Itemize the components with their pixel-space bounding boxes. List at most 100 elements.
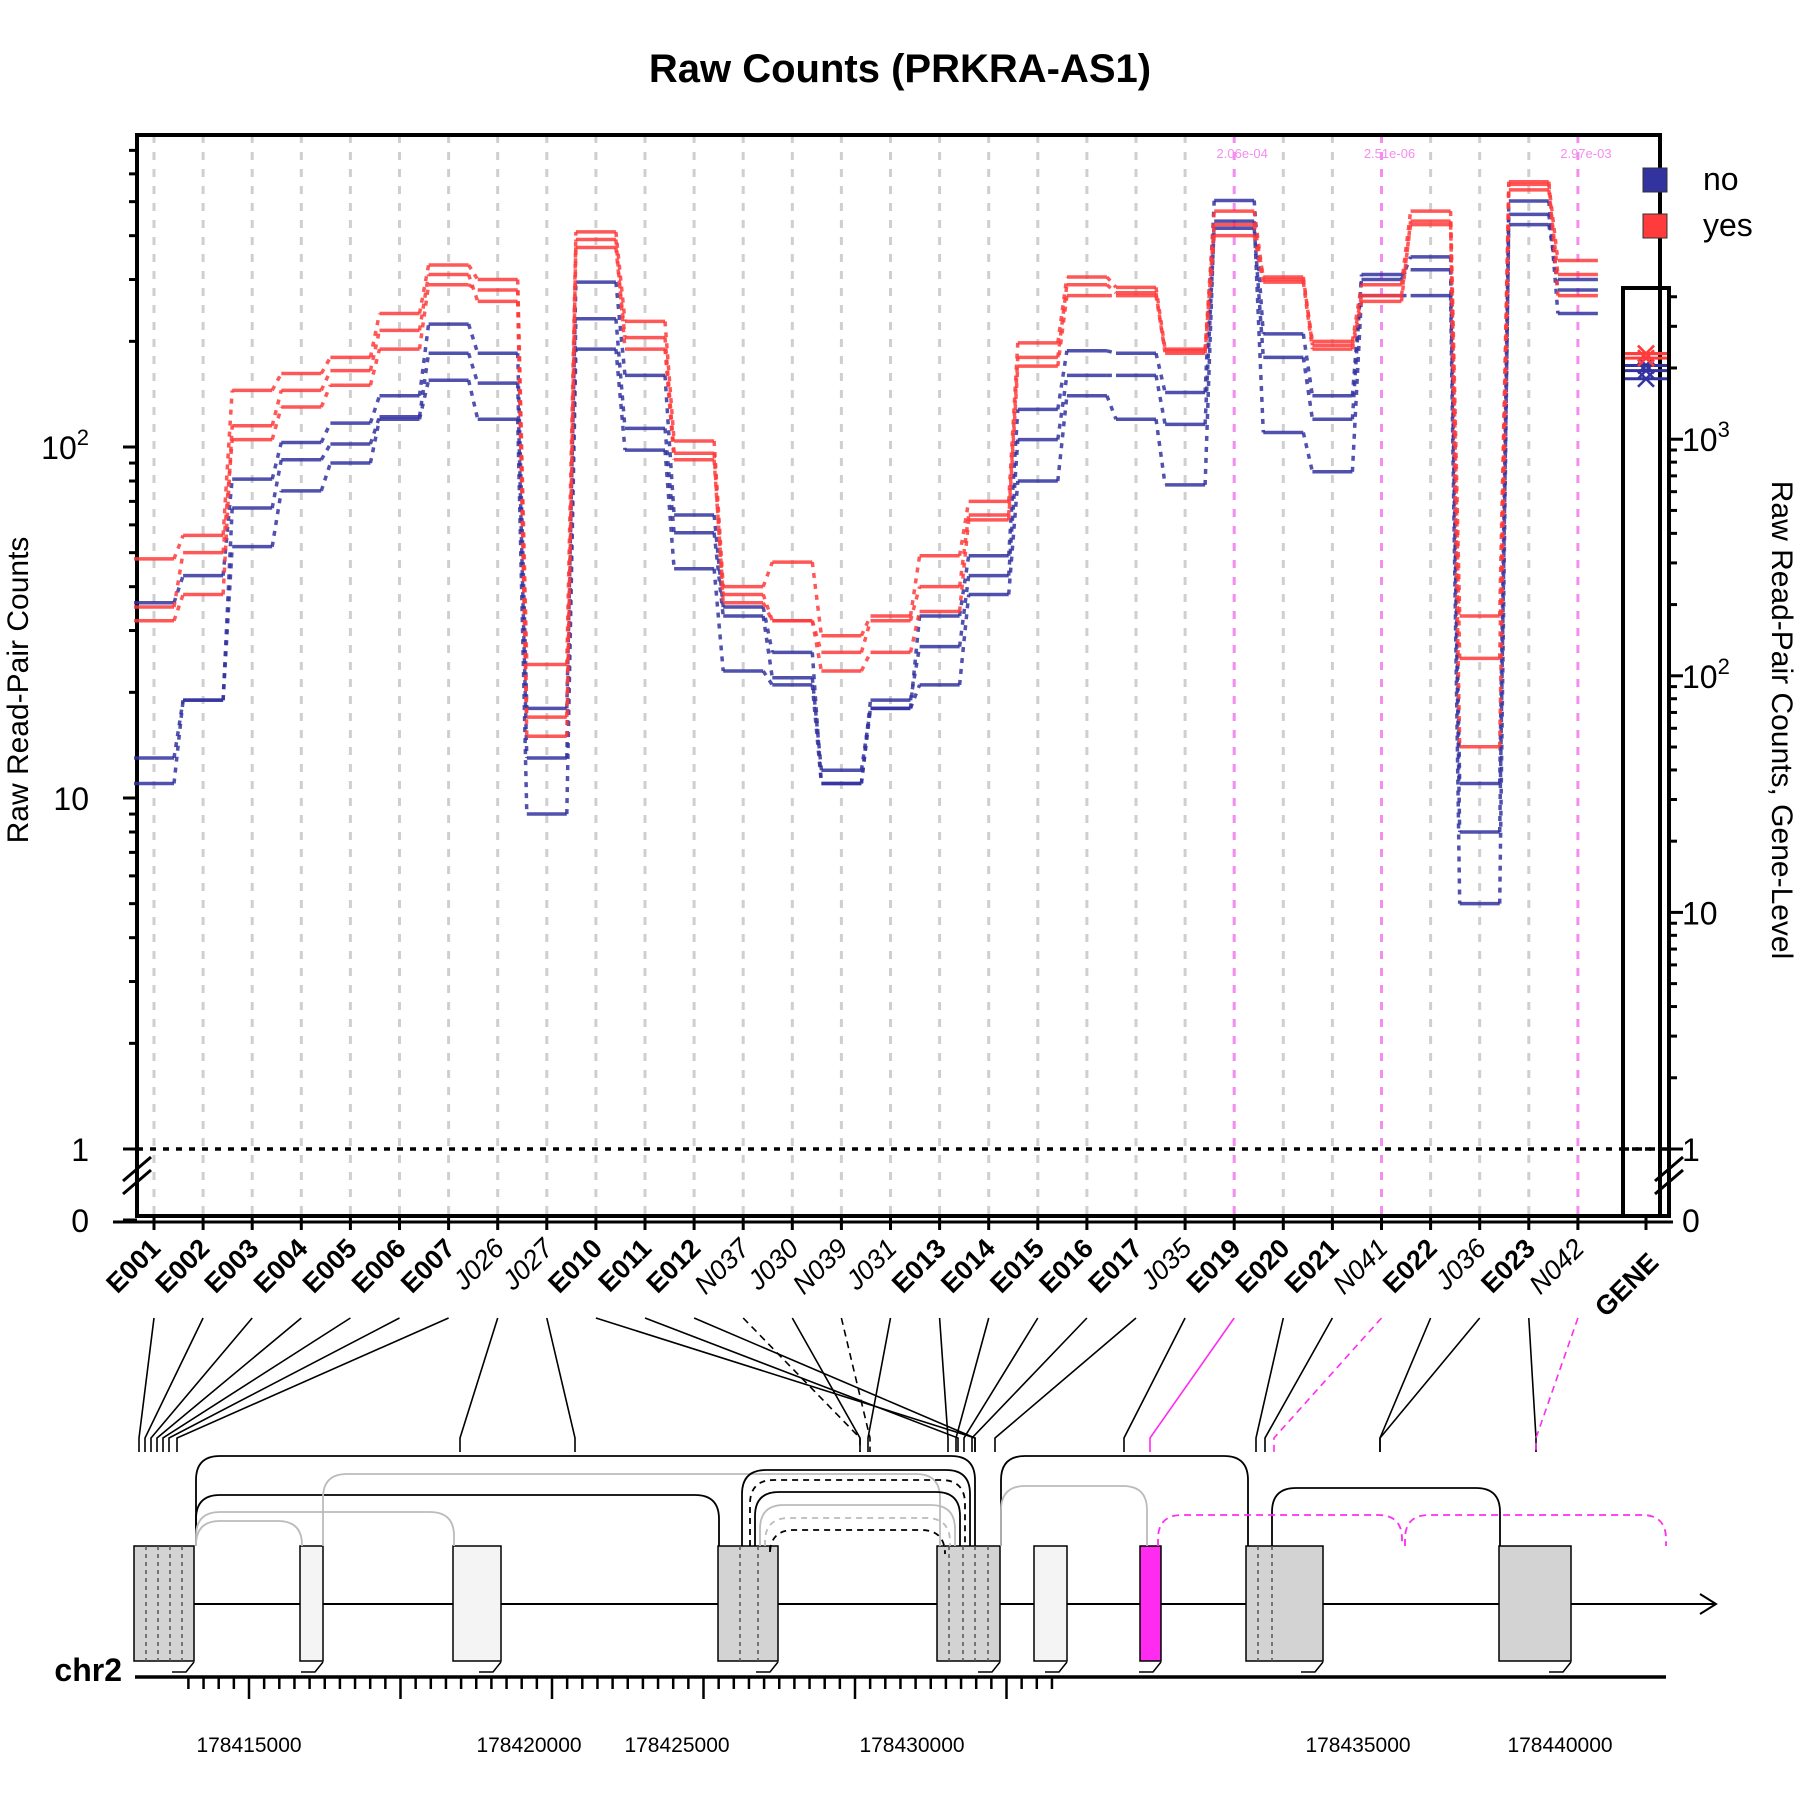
y-axis-label-right: Raw Read-Pair Counts, Gene-Level — [1765, 481, 1798, 960]
series-yes-5 — [134, 179, 1598, 749]
genomic-tick-label: 178440000 — [1507, 1734, 1612, 1757]
exon-corner-mark — [1045, 1661, 1068, 1673]
x-label-e004: E004 — [248, 1233, 314, 1299]
series-yes-4 — [134, 188, 1598, 719]
junction-arc-13 — [1000, 1485, 1148, 1546]
junction-arc-1 — [195, 1455, 976, 1546]
genomic-tick-label: 178425000 — [624, 1734, 729, 1757]
feature-link-e002 — [144, 1317, 204, 1452]
gene-label: GENE — [1589, 1247, 1664, 1322]
junction-arc-11 — [769, 1529, 946, 1555]
chart-title: Raw Counts (PRKRA-AS1) — [649, 47, 1151, 91]
y-tick-label: 0 — [71, 1203, 89, 1239]
x-label-e020: E020 — [1230, 1233, 1296, 1299]
feature-link-e013 — [938, 1317, 949, 1452]
junction-arc-5 — [322, 1473, 941, 1546]
chromosome-label: chr2 — [54, 1652, 122, 1688]
x-label-e012: E012 — [641, 1233, 707, 1299]
feature-link-e005 — [162, 1317, 351, 1452]
x-label-e007: E007 — [395, 1233, 461, 1299]
connector-yes — [172, 181, 1560, 747]
genomic-tick-label: 178420000 — [476, 1734, 581, 1757]
x-label-n039: N039 — [787, 1233, 854, 1300]
x-label-e010: E010 — [542, 1233, 608, 1299]
connector-no — [172, 214, 1560, 904]
junction-arc-8 — [754, 1491, 961, 1546]
feature-link-j031 — [867, 1317, 892, 1452]
pvalue-label-n041: 2.51e-06 — [1364, 146, 1415, 161]
gene-level-marker — [1637, 369, 1655, 388]
y-right-tick-label: 1 — [1682, 1132, 1700, 1168]
legend: no yes — [1642, 161, 1753, 243]
legend-label-yes: yes — [1703, 207, 1753, 243]
exon-block-6 — [1033, 1545, 1068, 1662]
x-label-e005: E005 — [297, 1233, 363, 1299]
series-layer — [134, 179, 1598, 906]
feature-link-e023 — [1528, 1317, 1537, 1452]
connector-no — [172, 224, 1560, 833]
x-label-e023: E023 — [1475, 1233, 1541, 1299]
junction-arc-6 — [741, 1469, 971, 1546]
feature-link-e021 — [1264, 1317, 1334, 1452]
x-label-j026: J026 — [447, 1232, 511, 1296]
strand-arrow-icon — [1699, 1593, 1718, 1615]
exon-corner-mark — [1139, 1661, 1162, 1673]
y-tick-label: 10 — [53, 781, 89, 817]
x-label-e001: E001 — [100, 1233, 166, 1299]
feature-link-j030 — [791, 1317, 861, 1452]
axis-break-left — [122, 1155, 152, 1196]
series-no-1 — [134, 212, 1598, 906]
exon-corner-mark — [978, 1661, 1001, 1673]
x-label-e017: E017 — [1082, 1233, 1148, 1299]
junction-arc-14 — [1271, 1487, 1501, 1546]
y-right-tick-label: 10 — [1682, 895, 1718, 931]
series-no-2 — [134, 222, 1598, 834]
grid: 2.06e-04 2.51e-06 2.97e-03 — [137, 135, 1660, 1216]
y-tick-label: 1 — [71, 1132, 89, 1168]
series-no-0 — [134, 198, 1598, 786]
feature-link-e006 — [168, 1317, 400, 1452]
feature-link-e007 — [176, 1317, 449, 1452]
axis-break-right — [1654, 1155, 1684, 1196]
x-label-j031: J031 — [839, 1233, 902, 1296]
feature-link-j035 — [1123, 1317, 1186, 1452]
junction-arc-7 — [749, 1479, 966, 1546]
x-label-e021: E021 — [1279, 1233, 1345, 1299]
feature-link-n039 — [840, 1317, 871, 1452]
x-label-e013: E013 — [886, 1233, 952, 1299]
exon-block-2 — [299, 1545, 324, 1662]
x-label-e019: E019 — [1181, 1233, 1247, 1299]
feature-link-e011 — [644, 1317, 959, 1452]
x-label-e011: E011 — [592, 1233, 657, 1298]
feature-link-e010 — [595, 1317, 976, 1452]
feature-link-e012 — [693, 1317, 976, 1452]
feature-link-n041 — [1273, 1317, 1383, 1452]
connector-yes — [172, 189, 1560, 718]
exon-corner-mark — [1549, 1661, 1572, 1673]
exon-block-1 — [133, 1545, 195, 1662]
x-label-n042: N042 — [1523, 1233, 1590, 1300]
y-axis-label: Raw Read-Pair Counts — [2, 537, 35, 844]
feature-link-e004 — [156, 1317, 302, 1452]
x-label-e014: E014 — [935, 1233, 1001, 1299]
x-label-e016: E016 — [1033, 1233, 1099, 1299]
junction-arc-12 — [1000, 1455, 1249, 1546]
feature-link-j026 — [459, 1317, 499, 1452]
exon-block-8 — [1498, 1545, 1572, 1662]
feature-link-n037 — [742, 1317, 861, 1452]
exon-corner-mark — [172, 1661, 195, 1673]
x-label-e015: E015 — [984, 1233, 1050, 1299]
exon-corner-mark — [301, 1661, 324, 1673]
junction-arc-16 — [1404, 1514, 1667, 1546]
feature-link-e014 — [955, 1317, 990, 1452]
y-tick-label: 102 — [41, 425, 89, 466]
genomic-tick-label: 178435000 — [1305, 1734, 1410, 1757]
feature-link-e017 — [994, 1317, 1137, 1452]
junction-arc-4 — [195, 1511, 455, 1546]
genomic-tick-label: 178415000 — [196, 1734, 301, 1757]
x-tick-labels: E001E002E003E004E005E006E007J026J027E010… — [100, 1232, 1590, 1300]
connector-no — [172, 200, 1560, 784]
x-label-n041: N041 — [1327, 1233, 1394, 1300]
exon-corner-mark — [756, 1661, 779, 1673]
